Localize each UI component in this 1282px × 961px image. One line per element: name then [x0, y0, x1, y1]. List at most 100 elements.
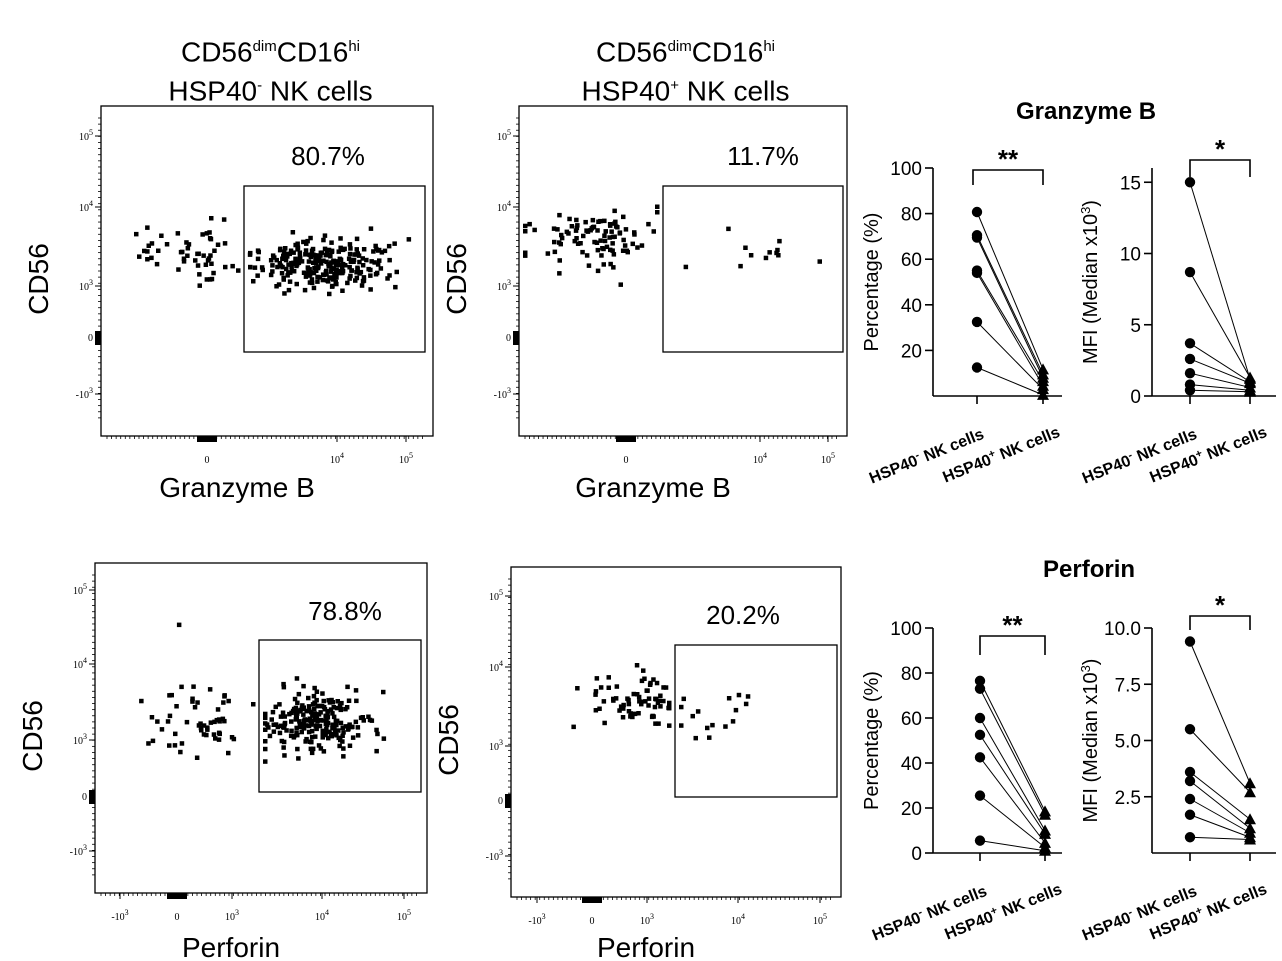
event-dot [347, 723, 352, 729]
event-dot [322, 707, 328, 712]
event-dot [330, 722, 335, 727]
event-dot [295, 746, 300, 752]
hsp40-positive-point [1244, 777, 1256, 789]
event-dot [293, 242, 298, 248]
event-dot [146, 243, 151, 248]
event-dot [337, 743, 342, 749]
y-axis-label: Percentage (%) [861, 213, 883, 352]
x-tick-label: 104 [753, 451, 767, 466]
event-dot [206, 256, 212, 261]
event-dot [342, 246, 347, 252]
event-dot [593, 689, 599, 694]
event-dot [321, 258, 326, 263]
y-axis-label: CD56 [433, 704, 464, 776]
event-dot [523, 250, 528, 255]
event-dot [341, 746, 346, 751]
event-dot [209, 216, 214, 221]
event-dot [667, 703, 672, 708]
event-dot [321, 749, 327, 754]
pair-line [976, 272, 1044, 386]
event-dot [291, 260, 296, 266]
event-dot [279, 738, 285, 744]
x-tick-label: -103 [111, 908, 128, 923]
event-dot [523, 229, 528, 234]
event-dot [374, 748, 379, 754]
event-dot [159, 727, 165, 732]
event-dot [287, 251, 292, 257]
event-dot [667, 723, 672, 728]
event-dot [286, 287, 292, 293]
event-dot [223, 264, 228, 270]
event-dot [282, 753, 287, 758]
event-dot [557, 240, 562, 245]
event-dot [310, 746, 316, 752]
event-dot [309, 710, 314, 715]
event-dot [201, 732, 207, 737]
event-dot [359, 283, 365, 288]
event-dot [355, 267, 360, 272]
event-dot [651, 229, 656, 234]
hsp40-negative-point [1184, 724, 1196, 735]
event-dot [277, 702, 282, 707]
event-dot [252, 265, 258, 270]
event-dot [347, 276, 352, 281]
event-dot [559, 235, 565, 241]
event-dot [375, 731, 380, 737]
event-dot [174, 704, 179, 709]
column-title-line2: HSP40+ NK cells [581, 75, 790, 107]
hsp40-negative-point [1184, 636, 1196, 647]
event-dot [336, 249, 341, 254]
event-dot [230, 263, 235, 269]
event-dot [216, 737, 222, 742]
event-dot [248, 264, 253, 270]
event-dot [331, 266, 337, 272]
event-dot [334, 718, 340, 724]
event-dot [299, 259, 305, 264]
event-dot [586, 263, 592, 268]
event-dot [581, 233, 586, 239]
event-dot [387, 257, 392, 263]
gate-rectangle [243, 185, 426, 353]
event-dot [557, 271, 562, 276]
event-dot [655, 204, 660, 209]
y-tick-label: 0 [82, 792, 87, 803]
event-dot [204, 231, 210, 236]
event-dot [167, 743, 172, 748]
event-dot [618, 282, 623, 287]
event-dot [777, 238, 782, 244]
event-dot [145, 249, 150, 254]
event-dot [620, 248, 626, 253]
hsp40-positive-point [1244, 786, 1256, 798]
y-tick-label: 80 [901, 664, 922, 685]
y-tick-label: 60 [901, 709, 922, 730]
event-dot [642, 676, 647, 681]
y-tick-label: 15 [1120, 173, 1141, 194]
event-dot [203, 262, 209, 267]
event-dot [632, 232, 637, 237]
x-axis-label: Granzyme B [575, 472, 731, 503]
event-dot [578, 241, 583, 246]
event-dot [208, 253, 213, 258]
event-dot [655, 700, 661, 705]
significance-label: ** [998, 144, 1019, 174]
event-dot [184, 240, 189, 245]
event-dot [338, 245, 343, 251]
event-dot [344, 705, 350, 710]
event-dot [639, 701, 644, 707]
event-dot [593, 692, 598, 697]
hsp40-negative-point [1184, 809, 1196, 820]
event-dot [726, 696, 732, 701]
event-dot [552, 249, 558, 255]
pair-line [1189, 836, 1251, 840]
event-dot [260, 267, 265, 273]
event-dot [327, 700, 333, 705]
event-dot [282, 725, 287, 730]
event-dot [406, 237, 412, 242]
event-dot [309, 277, 315, 282]
gate-rectangle [674, 644, 838, 798]
event-dot [527, 221, 532, 227]
event-dot [598, 238, 603, 243]
event-dot [221, 217, 227, 222]
